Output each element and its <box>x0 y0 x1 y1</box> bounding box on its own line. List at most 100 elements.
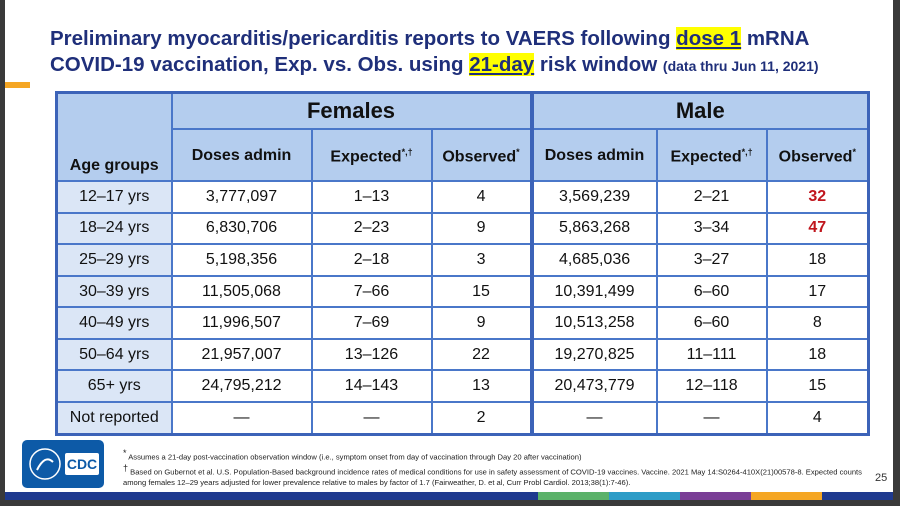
row-label: 65+ yrs <box>55 369 173 404</box>
title-highlight: 21-day <box>469 53 535 76</box>
table-cell: 4 <box>430 180 533 214</box>
table-cell: 9 <box>430 211 533 246</box>
table-cell: — <box>310 401 433 436</box>
table-cell: 17 <box>765 274 870 309</box>
table-cell: 6–60 <box>655 274 768 309</box>
footnote: † Based on Gubernot et al. U.S. Populati… <box>123 463 863 489</box>
table-cell: 7–69 <box>310 306 433 340</box>
column-header: Doses admin <box>170 128 313 182</box>
header-text: Expected <box>670 148 742 166</box>
table-cell: 10,391,499 <box>529 274 658 309</box>
footnote-mark: * <box>123 448 127 458</box>
superscript: *,† <box>401 147 413 158</box>
table-cell: 32 <box>765 180 870 214</box>
footnote-text: Based on Gubernot et al. U.S. Population… <box>123 467 862 488</box>
table-row: 40–49 yrs 11,996,507 7–69 9 10,513,258 6–60 8 <box>55 306 870 340</box>
table-row: 18–24 yrs 6,830,706 2–23 9 5,863,268 3–34 47 <box>55 211 870 246</box>
table-cell: 19,270,825 <box>529 337 658 372</box>
footnote: * Assumes a 21-day post-vaccination obse… <box>123 448 863 463</box>
table-row: Not reported — —2— —4 <box>55 401 870 436</box>
footnote-text: Assumes a 21-day post-vaccination observ… <box>128 452 582 462</box>
row-label: 25–29 yrs <box>55 243 173 277</box>
row-label: 30–39 yrs <box>55 274 173 309</box>
header-text: Doses admin <box>544 146 645 164</box>
table-cell: 15 <box>765 369 870 404</box>
group-header: Females <box>170 91 533 130</box>
table-cell: — <box>655 401 768 436</box>
table-cell: 11,996,507 <box>170 306 313 340</box>
table-cell: 21,957,007 <box>170 337 313 372</box>
accent-bar <box>5 82 30 88</box>
footnotes: * Assumes a 21-day post-vaccination obse… <box>123 448 863 488</box>
table-cell: 15 <box>430 274 533 309</box>
column-header: Expected*,† <box>655 128 768 182</box>
slide: Preliminary myocarditis/pericarditis rep… <box>5 0 893 500</box>
header-text: Expected <box>330 148 402 166</box>
table-cell: 3–34 <box>655 211 768 246</box>
table-cell: 3–27 <box>655 243 768 277</box>
table-cell: 2–21 <box>655 180 768 214</box>
table-cell: — <box>529 401 658 436</box>
table-cell: 1–13 <box>310 180 433 214</box>
row-label: 12–17 yrs <box>55 180 173 214</box>
title: Preliminary myocarditis/pericarditis rep… <box>50 26 870 79</box>
table-cell: 4 <box>765 401 870 436</box>
table-row: 50–64 yrs 21,957,007 13–126 22 19,270,825 11–… <box>55 337 870 372</box>
table-cell: 5,863,268 <box>529 211 658 246</box>
page-number: 25 <box>875 472 888 484</box>
table-cell: 11,505,068 <box>170 274 313 309</box>
table-row: 65+ yrs 24,795,212 14–143 13 20,473,779 12–11… <box>55 369 870 404</box>
column-header: Age groups <box>55 91 173 182</box>
column-header: Observed* <box>765 128 870 182</box>
title-text: risk window <box>534 53 663 76</box>
logo-text: CDC <box>65 453 99 475</box>
color-bar <box>5 492 893 500</box>
title-note: (data thru Jun 11, 2021) <box>662 58 819 74</box>
header-text: Doses admin <box>191 146 292 164</box>
table-body: 12–17 yrs 3,777,097 1–13 4 3,569,239 2–21 32 18… <box>55 180 870 436</box>
header-text: Observed <box>778 148 853 166</box>
table-cell: 3,777,097 <box>170 180 313 214</box>
table-cell: 14–143 <box>310 369 433 404</box>
table-cell: 6–60 <box>655 306 768 340</box>
table-row: 25–29 yrs 5,198,356 2–18 3 4,685,036 3–27 18 <box>55 243 870 277</box>
table-cell: 10,513,258 <box>529 306 658 340</box>
group-header: Male <box>529 91 870 130</box>
table-cell: 18 <box>765 337 870 372</box>
row-label: 50–64 yrs <box>55 337 173 372</box>
table-cell: — <box>170 401 313 436</box>
row-label: 18–24 yrs <box>55 211 173 246</box>
column-header: Expected*,† <box>310 128 433 182</box>
table-cell: 11–111 <box>655 337 768 372</box>
superscript: * <box>516 147 520 158</box>
row-label: 40–49 yrs <box>55 306 173 340</box>
table-cell: 20,473,779 <box>529 369 658 404</box>
hhs-emblem <box>29 448 61 480</box>
table-cell: 13–126 <box>310 337 433 372</box>
superscript: * <box>852 147 856 158</box>
column-header: Doses admin <box>529 128 658 182</box>
superscript: *,† <box>741 147 753 158</box>
table-cell: 6,830,706 <box>170 211 313 246</box>
cdc-logo: CDC <box>22 440 104 488</box>
footnote-mark: † <box>123 462 129 473</box>
table-row: 12–17 yrs 3,777,097 1–13 4 3,569,239 2–21 32 <box>55 180 870 214</box>
table-cell: 18 <box>765 243 870 277</box>
table-cell: 5,198,356 <box>170 243 313 277</box>
column-header: Observed* <box>430 128 533 182</box>
table-cell: 2–18 <box>310 243 433 277</box>
data-table: Age groups Females Male Doses admin Expe… <box>55 91 871 436</box>
table-cell: 8 <box>765 306 870 340</box>
table-cell: 9 <box>430 306 533 340</box>
table-row: 30–39 yrs 11,505,068 7–66 15 10,391,499 6–60 1… <box>55 274 870 309</box>
table-cell: 7–66 <box>310 274 433 309</box>
table-cell: 13 <box>430 369 533 404</box>
table-cell: 3,569,239 <box>529 180 658 214</box>
title-text: mRNA COVID-19 vaccination, Exp. vs. Obs.… <box>50 27 809 76</box>
title-highlight: dose 1 <box>676 27 742 50</box>
table-cell: 12–118 <box>655 369 768 404</box>
table-cell: 4,685,036 <box>529 243 658 277</box>
table-cell: 47 <box>765 211 870 246</box>
table-cell: 22 <box>430 337 533 372</box>
